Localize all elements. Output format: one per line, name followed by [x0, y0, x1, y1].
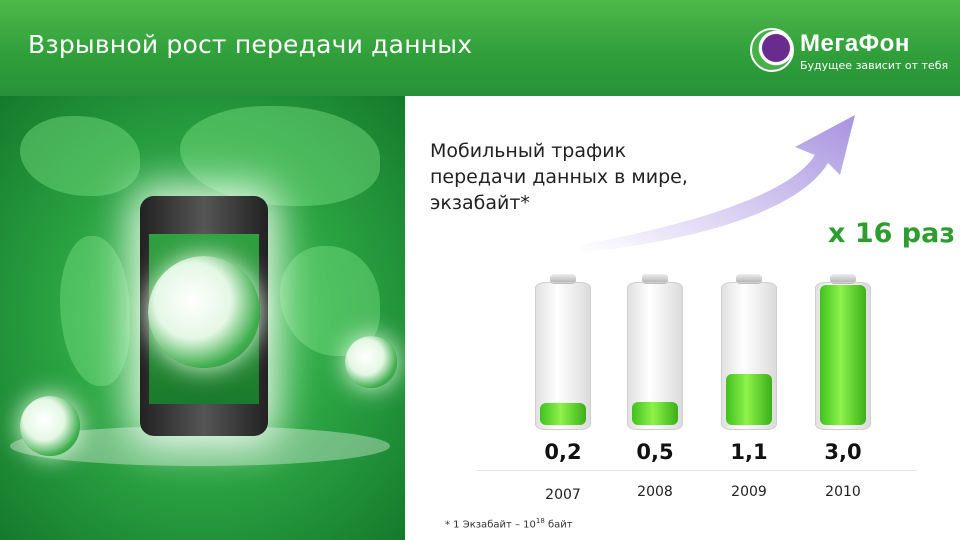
footnote-text: * 1 Экзабайт – 10	[445, 519, 536, 531]
logo-emblem-icon	[750, 28, 794, 72]
page-title: Взрывной рост передачи данных	[28, 30, 473, 59]
bar-fill	[540, 403, 586, 425]
battery-cap	[642, 274, 668, 284]
bar-2008	[627, 282, 683, 430]
bar-fill	[632, 401, 678, 425]
x-axis-line	[477, 470, 917, 471]
world-phone-image	[0, 96, 405, 540]
globe-icon	[148, 256, 260, 368]
bar-2009	[721, 282, 777, 430]
bar-2007	[535, 282, 591, 430]
x-tick-label: 2007	[545, 487, 581, 503]
battery-cap	[736, 274, 762, 284]
data-label: 0,5	[636, 440, 674, 464]
chart-title: Мобильный трафик передачи данных в мире,…	[430, 140, 688, 214]
bar-2010	[815, 282, 871, 430]
footnote-exponent: 18	[535, 517, 545, 525]
logo-slogan: Будущее зависит от тебя	[800, 59, 949, 72]
footnote: * 1 Экзабайт – 1018 байт	[445, 517, 573, 530]
growth-arrow-icon	[580, 115, 855, 253]
bar-fill	[726, 373, 772, 425]
megafon-logo: МегаФон Будущее зависит от тебя	[750, 26, 950, 76]
x-tick-label: 2010	[825, 484, 861, 500]
bar-fill	[820, 285, 866, 425]
data-label: 1,1	[730, 440, 768, 464]
battery-cap	[550, 274, 576, 284]
x-tick-label: 2009	[731, 484, 767, 500]
data-label: 3,0	[824, 440, 862, 464]
data-label: 0,2	[544, 440, 582, 464]
footnote-unit: байт	[544, 519, 573, 531]
x-tick-label: 2008	[637, 484, 673, 500]
battery-cap	[830, 274, 856, 284]
header: Взрывной рост передачи данных МегаФон Бу…	[0, 0, 960, 96]
logo-name: МегаФон	[800, 30, 910, 57]
growth-annotation: х 16 раз	[828, 218, 956, 249]
